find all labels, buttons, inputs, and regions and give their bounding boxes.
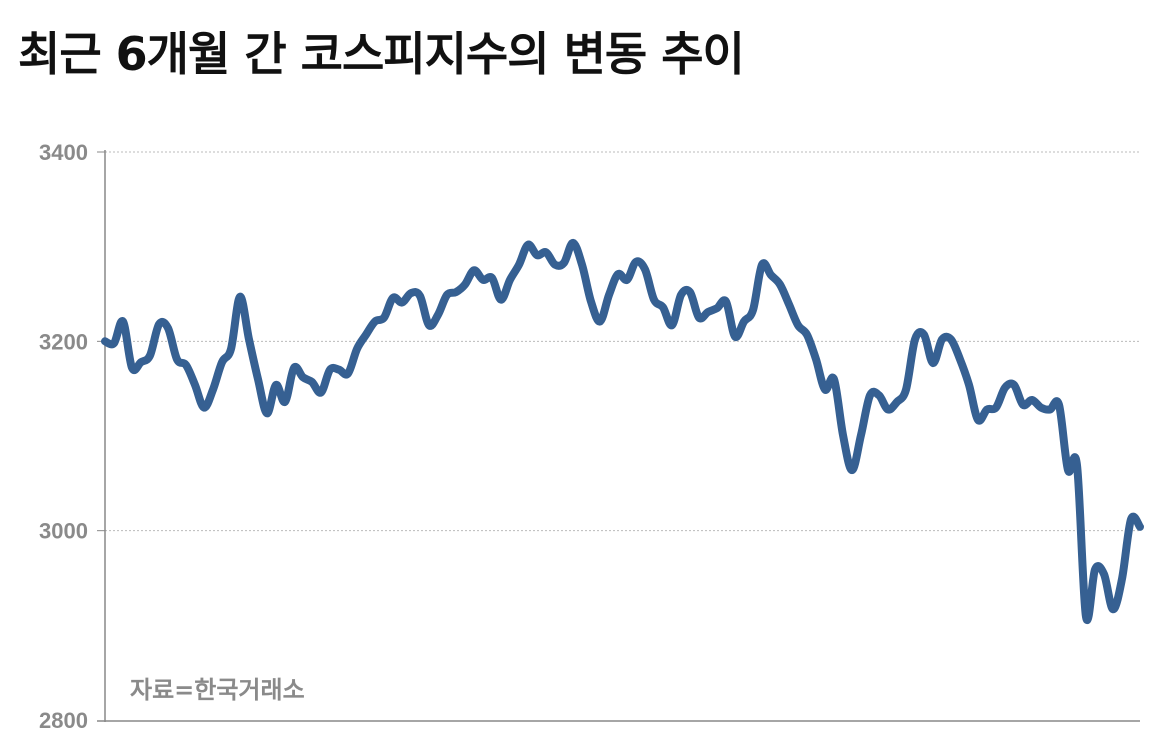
chart-title: 최근 6개월 간 코스피지수의 변동 추이: [18, 27, 745, 81]
y-tick-label: 3200: [39, 329, 88, 354]
y-tick-labels: 3400 3200 3000 2800: [39, 140, 88, 733]
y-tick-label: 3000: [39, 519, 88, 544]
source-note: 자료=한국거래소: [130, 676, 305, 704]
series-line-kospi: [101, 238, 1144, 624]
y-tick-label: 3400: [39, 140, 88, 165]
y-tick-label: 2800: [39, 708, 88, 733]
